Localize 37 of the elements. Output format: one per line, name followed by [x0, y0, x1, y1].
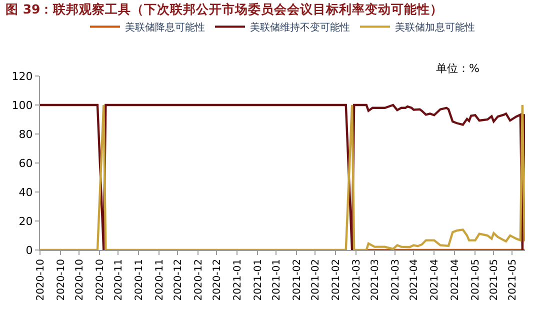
- x-tick-label: 2021-05: [488, 259, 500, 301]
- x-tick-label: 2020-10: [56, 259, 67, 301]
- x-tick-label: 2020-10: [94, 259, 106, 301]
- x-tick-label: 2021-04: [408, 259, 420, 301]
- x-tick-label: 2020-12: [172, 259, 184, 301]
- legend-label: 美联储加息可能性: [395, 22, 475, 34]
- x-tick-label: 2021-01: [271, 259, 282, 301]
- x-tick-label: 2021-03: [370, 259, 381, 301]
- x-tick-label: 2020-12: [193, 259, 204, 301]
- x-tick-label: 2020-11: [154, 259, 166, 301]
- x-tick-label: 2021-02: [330, 259, 342, 301]
- x-tick-label: 2021-03: [390, 259, 402, 301]
- x-tick-label: 2021-04: [429, 259, 440, 301]
- x-tick-label: 2020-11: [113, 259, 124, 301]
- y-tick-label: 0: [26, 244, 33, 257]
- x-tick-label: 2020-12: [212, 259, 223, 301]
- y-tick-label: 20: [18, 214, 33, 228]
- legend-label: 美联储降息可能性: [125, 22, 205, 34]
- x-tick-label: 2020-11: [134, 259, 145, 301]
- x-tick-label: 2021-04: [450, 259, 461, 301]
- x-tick-label: 2021-02: [310, 259, 322, 301]
- x-tick-label: 2021-01: [232, 259, 244, 301]
- x-tick-label: 2020-10: [35, 259, 46, 301]
- x-tick-label: 2021-02: [292, 259, 303, 301]
- y-tick-label: 80: [18, 128, 33, 141]
- y-tick-label: 100: [12, 98, 33, 112]
- text: 单位：%: [436, 62, 480, 75]
- y-tick-label: 60: [18, 156, 33, 170]
- x-tick-label: 2021-05: [470, 259, 482, 301]
- y-tick-label: 40: [18, 186, 33, 199]
- x-tick-label: 2021-05: [507, 259, 518, 301]
- x-tick-label: 2021-01: [252, 259, 264, 301]
- x-tick-label: 2021-03: [351, 259, 362, 301]
- legend-label: 美联储维持不变可能性: [250, 22, 350, 34]
- x-tick-label: 2020-10: [74, 259, 86, 301]
- chart-title: 图 39：联邦观察工具（下次联邦公开市场委员会会议目标利率变动可能性）: [6, 2, 444, 17]
- y-tick-label: 120: [12, 70, 33, 83]
